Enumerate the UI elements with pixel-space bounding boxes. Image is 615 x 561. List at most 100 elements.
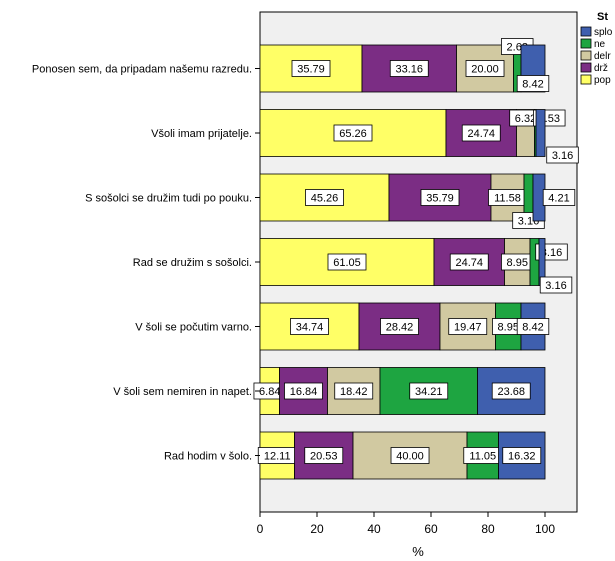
data-label-text: 6.32 (515, 113, 536, 125)
data-label-text: 24.74 (467, 128, 495, 140)
data-label-text: 3.16 (552, 150, 573, 162)
data-label: 3.16 (539, 276, 573, 294)
category-label: V šoli sem nemiren in napet. (113, 386, 252, 398)
data-label-text: 16.32 (508, 451, 536, 463)
data-label: 61.05 (327, 253, 367, 271)
data-label-box (327, 253, 367, 271)
x-tick-label: 100 (535, 522, 555, 536)
data-label-box (420, 189, 460, 206)
data-label-text: 18.42 (340, 386, 368, 398)
data-label-box (333, 124, 373, 142)
data-label-box (465, 60, 505, 77)
data-label-box (380, 318, 419, 335)
data-label-text: 11.58 (494, 193, 521, 205)
data-label: 6.84 (253, 382, 286, 400)
data-label-text: 35.79 (426, 193, 454, 205)
data-label: 19.47 (448, 318, 488, 335)
data-label-text: 8.42 (522, 79, 543, 91)
data-label-box (304, 447, 344, 464)
category-label: S sošolci se družim tudi po pouku. (85, 193, 252, 205)
data-label-text: 8.95 (507, 257, 528, 269)
data-label-text: 19.47 (454, 322, 482, 334)
x-tick-label: 20 (310, 522, 324, 536)
data-label: 8.42 (516, 75, 550, 92)
data-label-box (291, 60, 331, 77)
legend-swatch (580, 62, 592, 73)
data-label-box (334, 382, 374, 400)
data-label: 12.11 (257, 447, 297, 464)
data-label: 8.42 (516, 318, 550, 335)
data-label-box (284, 382, 323, 400)
category-label: Rad se družim s sošolci. (133, 257, 252, 269)
data-label: 11.58 (488, 189, 527, 206)
data-label: 45.26 (305, 189, 344, 206)
data-label-box (546, 146, 579, 164)
x-axis-title: % (412, 544, 424, 559)
bar-segment (535, 109, 546, 157)
data-label-box (491, 382, 531, 400)
data-label-text: 3.16 (541, 247, 562, 259)
legend-swatch (580, 74, 592, 85)
category-label: Rad hodim v šolo. (164, 451, 252, 463)
legend-swatch (580, 50, 592, 61)
legend-label: ne (594, 39, 606, 50)
data-label: 28.42 (380, 318, 419, 335)
data-label: 20.00 (465, 60, 505, 77)
data-label-text: 6.84 (259, 386, 280, 398)
data-label: 23.68 (491, 382, 531, 400)
legend-label: drž (594, 63, 608, 74)
data-label-text: 8.95 (498, 322, 519, 334)
legend-title: St (597, 11, 608, 23)
data-label-text: 35.79 (297, 64, 325, 76)
data-label-box (290, 318, 329, 335)
data-label: 3.16 (546, 146, 579, 164)
data-label: 8.95 (501, 253, 534, 271)
data-label-text: 12.11 (264, 451, 291, 463)
data-label-text: 40.00 (396, 451, 424, 463)
x-tick-label: 80 (481, 522, 495, 536)
data-label: 35.79 (420, 189, 460, 206)
data-label-box (502, 447, 542, 464)
data-label-text: 20.00 (471, 64, 499, 76)
data-label-text: 33.16 (395, 64, 423, 76)
data-label-box (389, 60, 429, 77)
data-label: 24.74 (461, 124, 501, 142)
legend-label: delr (594, 51, 611, 62)
data-label-text: 65.26 (339, 128, 367, 140)
data-label-text: 28.42 (386, 322, 414, 334)
data-label-box (542, 189, 576, 206)
legend-label: pop (594, 75, 611, 86)
data-label-text: 8.42 (522, 322, 543, 334)
data-label-text: 24.74 (455, 257, 483, 269)
category-label: Ponosen sem, da pripadam našemu razredu. (32, 64, 252, 76)
data-label-box (409, 382, 449, 400)
data-label-text: 11.05 (469, 451, 496, 463)
data-label: 8.95 (492, 318, 525, 335)
data-label-box (516, 318, 550, 335)
data-label-text: 3.16 (545, 280, 566, 292)
category-label: V šoli se počutim varno. (135, 322, 252, 334)
legend-swatch (580, 26, 592, 37)
x-tick-label: 0 (257, 522, 264, 536)
data-label: 18.42 (334, 382, 374, 400)
data-label: 16.84 (284, 382, 323, 400)
data-label: 24.74 (449, 253, 489, 271)
data-label: 11.05 (463, 447, 503, 464)
data-label-text: 34.74 (296, 322, 324, 334)
data-label: 4.21 (542, 189, 576, 206)
data-label-text: 16.84 (290, 386, 318, 398)
data-label: 65.26 (333, 124, 373, 142)
data-label-box (449, 253, 489, 271)
data-label-box (539, 276, 573, 294)
data-label-text: 61.05 (333, 257, 361, 269)
data-label: 34.74 (290, 318, 329, 335)
data-label-text: 4.21 (548, 193, 569, 205)
data-label-text: 45.26 (311, 193, 339, 205)
x-tick-label: 60 (424, 522, 438, 536)
x-tick-label: 40 (367, 522, 381, 536)
data-label-text: 34.21 (415, 386, 443, 398)
data-label: 20.53 (304, 447, 344, 464)
